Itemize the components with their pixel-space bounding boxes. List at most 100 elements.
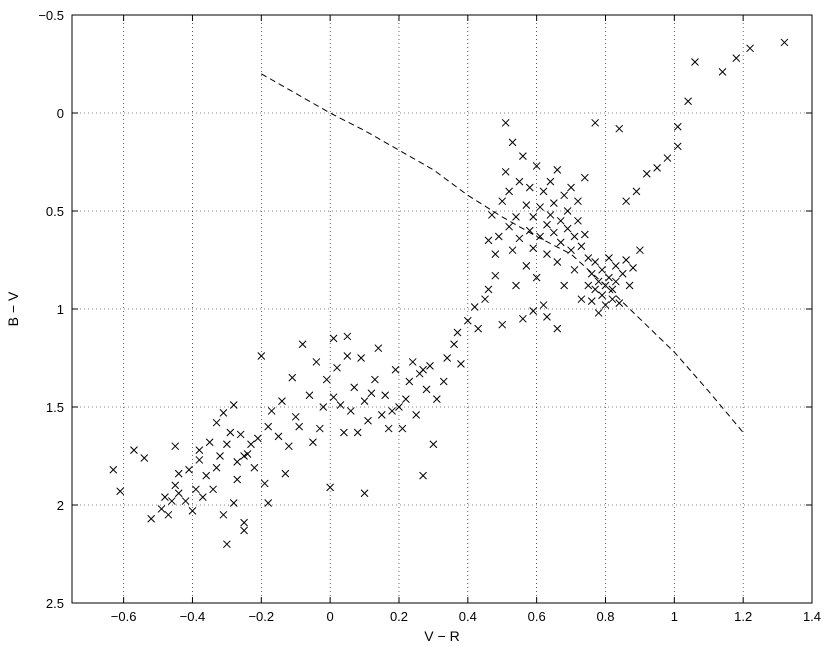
data-point-x-marker <box>250 463 259 472</box>
data-point-x-marker <box>340 428 348 437</box>
data-point-x-marker <box>780 38 789 47</box>
data-point-x-marker <box>212 463 221 472</box>
x-tick-label: 1.4 <box>803 609 821 624</box>
data-point-x-marker <box>546 211 555 219</box>
data-point-x-marker <box>243 450 252 458</box>
data-point-x-marker <box>560 281 569 290</box>
data-point-x-marker <box>611 277 620 286</box>
y-tick-labels: −0.5 0 0.5 1 1.5 2 2.5 <box>38 8 64 611</box>
data-point-x-marker <box>116 487 125 496</box>
data-point-x-marker <box>329 393 338 402</box>
data-point-x-marker <box>264 422 273 431</box>
data-point-x-marker <box>591 285 600 294</box>
data-point-x-marker <box>130 446 138 454</box>
data-point-x-marker <box>188 507 197 515</box>
data-point-x-marker <box>343 332 352 341</box>
data-point-x-marker <box>419 471 427 480</box>
data-point-x-marker <box>408 358 417 366</box>
data-point-x-marker <box>164 510 173 519</box>
data-point-x-marker <box>278 397 286 405</box>
data-point-x-marker <box>432 395 441 404</box>
data-point-x-marker <box>205 438 214 447</box>
data-point-x-marker <box>284 442 293 451</box>
data-point-x-marker <box>591 258 600 266</box>
data-point-x-marker <box>501 118 510 127</box>
data-point-x-marker <box>412 410 421 419</box>
data-point-x-marker <box>629 263 637 272</box>
data-point-x-marker <box>556 216 565 225</box>
data-point-x-marker <box>519 152 527 160</box>
data-point-x-marker <box>580 173 589 182</box>
data-point-x-marker <box>580 230 589 239</box>
data-point-x-marker <box>567 183 575 192</box>
data-point-x-marker <box>512 281 520 290</box>
data-point-x-marker <box>591 118 600 127</box>
data-point-x-marker <box>274 432 283 441</box>
data-point-x-marker <box>174 489 183 498</box>
data-point-x-marker <box>439 377 448 386</box>
y-tick-label: 2 <box>57 498 64 513</box>
data-point-x-marker <box>288 373 297 382</box>
data-point-x-marker <box>536 203 544 211</box>
data-point-x-marker <box>598 291 606 300</box>
x-tick-label: 0.4 <box>459 609 477 624</box>
data-point-x-marker <box>174 469 183 478</box>
data-point-x-marker <box>636 246 644 255</box>
data-point-x-marker <box>405 377 414 386</box>
x-tick-label: 0.6 <box>528 609 546 624</box>
data-point-x-marker <box>298 340 307 349</box>
data-point-x-marker <box>584 254 593 262</box>
data-point-x-marker <box>529 244 538 253</box>
data-point-x-marker <box>426 361 434 370</box>
data-point-x-marker <box>512 213 520 221</box>
data-point-x-marker <box>594 309 603 317</box>
data-point-x-marker <box>515 234 524 243</box>
x-tick-label: −0.6 <box>111 609 137 624</box>
data-point-x-marker <box>673 142 682 151</box>
data-point-x-marker <box>601 301 610 309</box>
data-point-x-marker <box>326 483 334 492</box>
data-point-x-marker <box>718 67 727 76</box>
data-point-x-marker <box>223 540 231 549</box>
data-point-x-marker <box>171 481 180 490</box>
y-tick-label: 1 <box>57 302 64 317</box>
x-tick-label: 1 <box>671 609 678 624</box>
data-point-x-marker <box>202 471 211 480</box>
data-point-x-marker <box>357 354 365 362</box>
data-point-x-marker <box>570 265 579 274</box>
data-point-x-marker <box>322 375 331 384</box>
data-point-x-marker <box>525 183 534 192</box>
data-point-x-marker <box>556 238 565 247</box>
data-point-x-marker <box>598 265 606 274</box>
axis-ticks <box>72 14 813 604</box>
data-point-x-marker <box>367 389 376 398</box>
data-point-x-marker <box>550 199 558 208</box>
data-point-x-marker <box>484 236 493 245</box>
data-point-x-marker <box>360 397 369 405</box>
data-point-x-marker <box>395 403 403 411</box>
y-tick-label: −0.5 <box>38 8 64 23</box>
data-point-x-marker <box>608 285 617 294</box>
data-point-x-marker <box>691 58 699 66</box>
x-tick-label: 0 <box>327 609 334 624</box>
data-point-x-marker <box>615 124 624 133</box>
data-point-x-marker <box>494 232 503 241</box>
data-point-x-marker <box>236 430 245 439</box>
data-point-x-marker <box>240 526 248 535</box>
y-tick-label: 0 <box>57 106 64 121</box>
data-point-x-marker <box>195 456 204 464</box>
data-point-x-marker <box>157 505 166 513</box>
data-point-x-marker <box>305 391 314 400</box>
data-point-x-marker <box>577 295 586 304</box>
data-point-x-marker <box>463 316 472 325</box>
data-point-x-marker <box>219 510 228 519</box>
data-point-x-marker <box>353 428 362 437</box>
data-point-x-marker <box>443 354 452 362</box>
data-point-x-marker <box>587 297 596 306</box>
data-point-x-marker <box>570 232 579 241</box>
data-point-x-marker <box>229 499 238 507</box>
data-point-x-marker <box>343 352 352 360</box>
data-point-x-marker <box>167 497 176 505</box>
data-point-x-marker <box>505 222 513 231</box>
data-point-x-marker <box>336 401 345 409</box>
